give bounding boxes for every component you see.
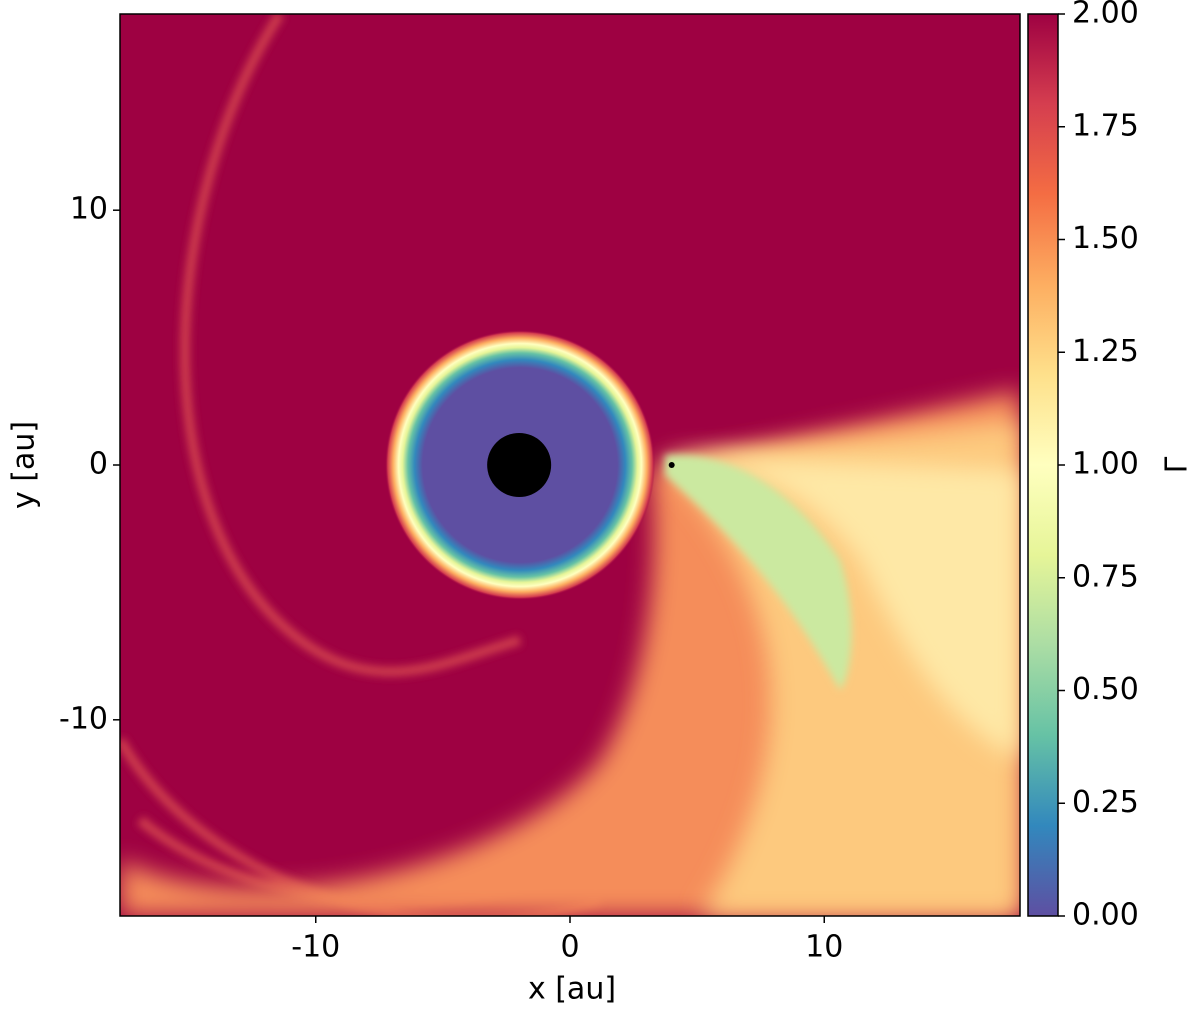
y-tick-label: 10 xyxy=(70,192,108,227)
colorbar-tick-label: 0.00 xyxy=(1072,898,1139,933)
x-tick-label: 10 xyxy=(805,930,843,965)
colorbar-tick-label: 1.75 xyxy=(1072,108,1139,143)
y-axis-label: y [au] xyxy=(7,421,42,509)
marker xyxy=(668,462,675,468)
colorbar-tick-label: 1.00 xyxy=(1072,447,1139,482)
field-image xyxy=(120,14,1020,916)
colorbar-label: Γ xyxy=(1160,456,1195,473)
x-axis-label: x [au] xyxy=(528,972,616,1007)
x-tick-label: 0 xyxy=(560,930,579,965)
x-tick-label: -10 xyxy=(291,930,340,965)
y-tick-label: -10 xyxy=(59,701,108,736)
colorbar-tick-label: 0.50 xyxy=(1072,672,1139,707)
y-tick-label: 0 xyxy=(89,447,108,482)
marker xyxy=(487,433,552,497)
colorbar-tick-label: 0.75 xyxy=(1072,559,1139,594)
colorbar-tick-label: 0.25 xyxy=(1072,785,1139,820)
colorbar-tick-label: 2.00 xyxy=(1072,0,1139,31)
colorbar-tick-label: 1.25 xyxy=(1072,334,1139,369)
colorbar-tick-label: 1.50 xyxy=(1072,221,1139,256)
colorbar xyxy=(1027,13,1059,917)
